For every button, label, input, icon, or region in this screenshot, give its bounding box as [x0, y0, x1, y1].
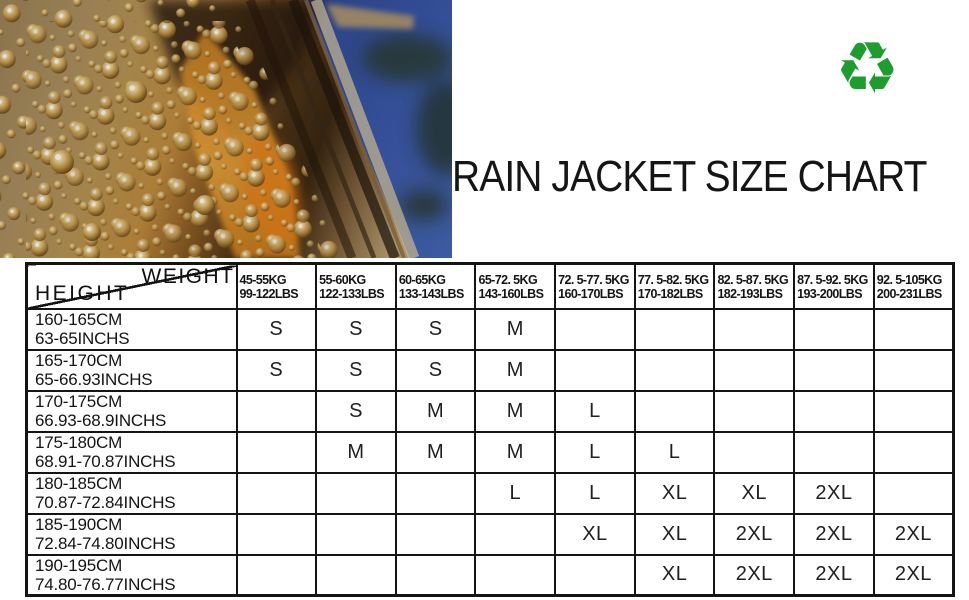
size-row: 180-185CM 70.87-72.84INCHS L L XL XL 2XL: [25, 471, 955, 515]
size-cell: [394, 512, 477, 556]
size-cell: 2XL: [793, 471, 875, 515]
size-cell: M: [394, 389, 477, 433]
size-cell: M: [394, 430, 477, 474]
size-cell: 2XL: [713, 553, 796, 597]
size-cell: S: [315, 389, 397, 433]
size-cell: [633, 389, 716, 433]
weight-column-header: 65-72. 5KG 143-160LBS: [474, 262, 557, 310]
height-axis-label: HEIGHT: [35, 281, 130, 305]
height-row-header: 160-165CM 63-65INCHS: [25, 307, 238, 351]
weight-axis-label: WEIGHT: [141, 265, 235, 288]
size-cell: [315, 471, 397, 515]
size-cell: [235, 471, 318, 515]
bark-photo: [0, 0, 452, 258]
size-cell: [793, 430, 875, 474]
size-cell: XL: [633, 553, 716, 597]
size-cell: XL: [633, 512, 716, 556]
height-row-header: 165-170CM 65-66.93INCHS: [25, 348, 238, 392]
size-cell: [235, 512, 318, 556]
size-cell: [872, 307, 955, 351]
size-row: 175-180CM 68.91-70.87INCHS M M M L L: [25, 430, 955, 474]
size-cell: L: [633, 430, 716, 474]
size-cell: M: [474, 389, 557, 433]
size-cell: [872, 348, 955, 392]
size-cell: S: [235, 307, 318, 351]
weight-column-header: 72. 5-77. 5KG 160-170LBS: [554, 262, 636, 310]
weight-column-header: 55-60KG 122-133LBS: [315, 262, 397, 310]
weight-header-row: WEIGHT HEIGHT 45-55KG 99-122LBS 55-60KG 122…: [25, 262, 955, 310]
size-cell: [474, 553, 557, 597]
size-cell: S: [394, 348, 477, 392]
size-cell: S: [315, 348, 397, 392]
size-cell: [394, 553, 477, 597]
size-cell: [633, 348, 716, 392]
vignette: [0, 0, 452, 258]
size-row: 190-195CM 74.80-76.77INCHS XL 2XL 2XL 2XL: [25, 553, 955, 597]
weight-column-header: 77. 5-82. 5KG 170-182LBS: [633, 262, 716, 310]
size-cell: [633, 307, 716, 351]
size-row: 160-165CM 63-65INCHS S S S M: [25, 307, 955, 351]
size-cell: L: [554, 430, 636, 474]
size-cell: [235, 430, 318, 474]
size-cell: L: [554, 389, 636, 433]
size-cell: XL: [633, 471, 716, 515]
size-cell: [713, 389, 796, 433]
weight-column-header: 60-65KG 133-143LBS: [394, 262, 477, 310]
size-cell: [554, 348, 636, 392]
size-cell: [793, 389, 875, 433]
weight-column-header: 87. 5-92. 5KG 193-200LBS: [793, 262, 875, 310]
size-cell: 2XL: [793, 512, 875, 556]
size-cell: [315, 553, 397, 597]
size-cell: L: [554, 471, 636, 515]
size-cell: XL: [554, 512, 636, 556]
size-cell: 2XL: [793, 553, 875, 597]
weight-column-header: 92. 5-105KG 200-231LBS: [872, 262, 955, 310]
size-cell: [793, 348, 875, 392]
size-chart-table: WEIGHT HEIGHT 45-55KG 99-122LBS 55-60KG 122…: [25, 262, 955, 597]
size-cell: XL: [713, 471, 796, 515]
size-cell: [713, 348, 796, 392]
size-cell: 2XL: [872, 512, 955, 556]
size-cell: [872, 471, 955, 515]
size-cell: M: [474, 430, 557, 474]
page-title: RAIN JACKET SIZE CHART: [452, 152, 927, 201]
size-row: 185-190CM 72.84-74.80INCHS XL XL 2XL 2XL 2XL: [25, 512, 955, 556]
size-cell: [394, 471, 477, 515]
size-cell: [474, 512, 557, 556]
size-cell: [554, 553, 636, 597]
size-cell: [872, 430, 955, 474]
height-row-header: 170-175CM 66.93-68.9INCHS: [25, 389, 238, 433]
size-cell: [872, 389, 955, 433]
size-cell: M: [474, 348, 557, 392]
size-cell: [713, 307, 796, 351]
size-cell: [713, 430, 796, 474]
height-row-header: 175-180CM 68.91-70.87INCHS: [25, 430, 238, 474]
size-cell: [235, 389, 318, 433]
size-cell: 2XL: [872, 553, 955, 597]
weight-column-header: 45-55KG 99-122LBS: [235, 262, 318, 310]
size-cell: [554, 307, 636, 351]
size-cell: S: [235, 348, 318, 392]
height-row-header: 185-190CM 72.84-74.80INCHS: [25, 512, 238, 556]
size-cell: [315, 512, 397, 556]
height-row-header: 190-195CM 74.80-76.77INCHS: [25, 553, 238, 597]
size-cell: [235, 553, 318, 597]
size-chart-body: 160-165CM 63-65INCHS S S S M 165-170CM 65-66.93…: [25, 307, 955, 597]
height-row-header: 180-185CM 70.87-72.84INCHS: [25, 471, 238, 515]
weight-column-header: 82. 5-87. 5KG 182-193LBS: [713, 262, 796, 310]
size-cell: M: [474, 307, 557, 351]
size-cell: S: [315, 307, 397, 351]
recycle-icon: ♻: [835, 26, 900, 110]
size-cell: S: [394, 307, 477, 351]
size-cell: L: [474, 471, 557, 515]
size-row: 170-175CM 66.93-68.9INCHS S M M L: [25, 389, 955, 433]
size-cell: M: [315, 430, 397, 474]
size-cell: [793, 307, 875, 351]
size-row: 165-170CM 65-66.93INCHS S S S M: [25, 348, 955, 392]
size-cell: 2XL: [713, 512, 796, 556]
axis-corner-cell: WEIGHT HEIGHT: [25, 262, 238, 310]
